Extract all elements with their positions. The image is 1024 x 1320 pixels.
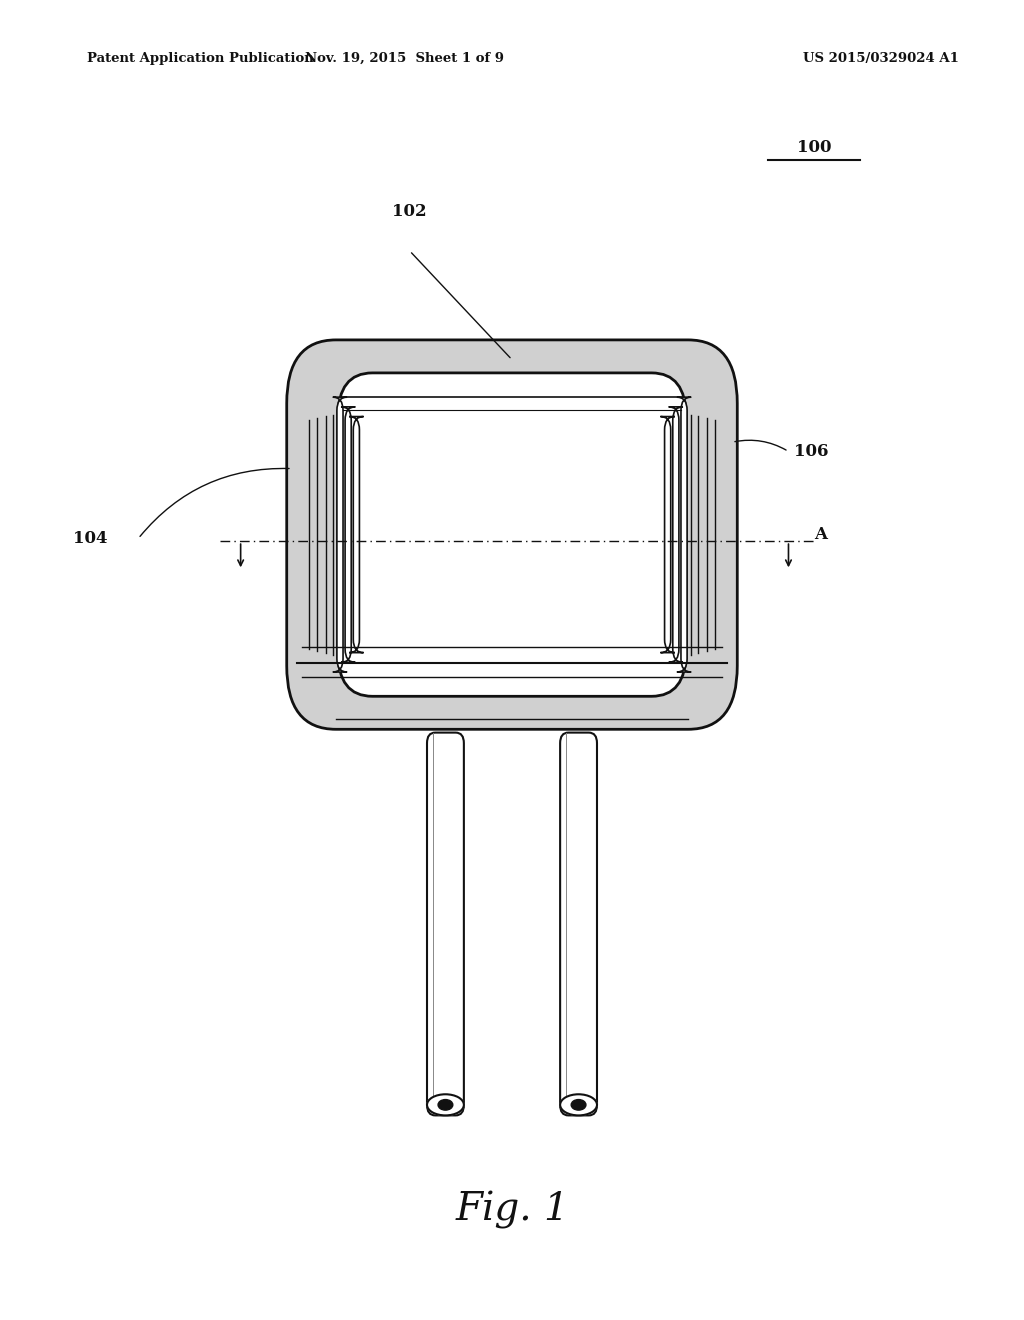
Text: Nov. 19, 2015  Sheet 1 of 9: Nov. 19, 2015 Sheet 1 of 9	[305, 51, 504, 65]
Text: Fig. 1: Fig. 1	[455, 1192, 569, 1229]
FancyBboxPatch shape	[338, 372, 686, 697]
Text: 104: 104	[73, 531, 108, 546]
FancyBboxPatch shape	[341, 407, 355, 663]
FancyBboxPatch shape	[287, 341, 737, 729]
FancyBboxPatch shape	[333, 397, 347, 672]
Ellipse shape	[571, 1100, 586, 1110]
Text: Patent Application Publication: Patent Application Publication	[87, 51, 313, 65]
Ellipse shape	[427, 1094, 464, 1115]
Text: 106: 106	[794, 444, 828, 459]
FancyBboxPatch shape	[677, 397, 691, 672]
Text: US 2015/0329024 A1: US 2015/0329024 A1	[803, 51, 958, 65]
FancyBboxPatch shape	[669, 407, 683, 663]
FancyBboxPatch shape	[660, 417, 675, 652]
Ellipse shape	[560, 1094, 597, 1115]
Text: 100: 100	[797, 139, 831, 156]
Text: A: A	[814, 527, 827, 543]
Ellipse shape	[438, 1100, 453, 1110]
FancyBboxPatch shape	[560, 733, 597, 1115]
Text: 102: 102	[392, 203, 427, 219]
FancyBboxPatch shape	[427, 733, 464, 1115]
FancyBboxPatch shape	[349, 417, 364, 652]
